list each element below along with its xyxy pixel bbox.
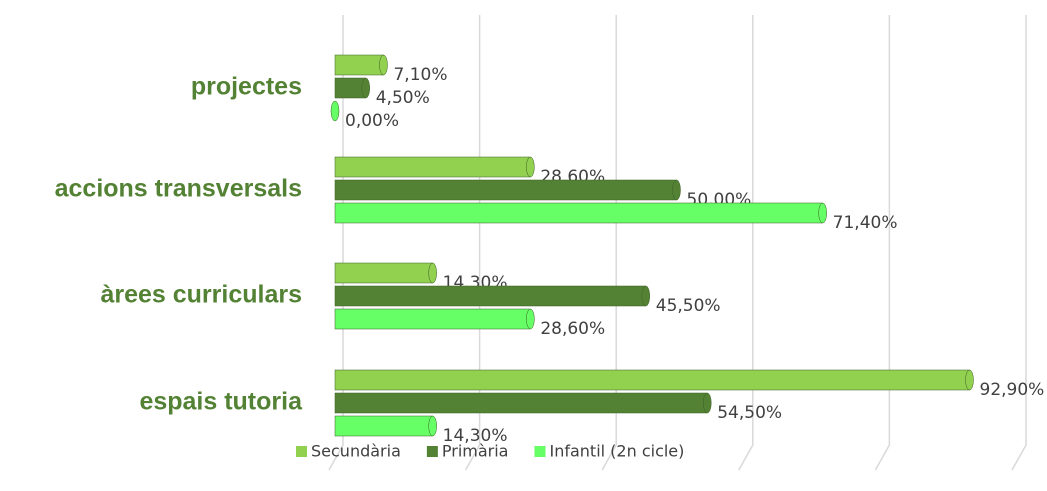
grid-line	[738, 15, 754, 471]
legend-swatch	[296, 446, 307, 457]
bar	[334, 54, 384, 76]
bar	[334, 392, 708, 414]
bar-cap	[428, 415, 437, 437]
bar	[334, 285, 647, 307]
bar-cap	[330, 100, 340, 122]
grid-line	[1011, 15, 1027, 471]
bar-cap	[526, 156, 535, 178]
value-label: 14,30%	[443, 426, 508, 446]
grid-line	[874, 15, 891, 471]
bar-cap	[428, 262, 437, 284]
bar-group	[330, 100, 340, 122]
grid-line	[601, 15, 617, 471]
category-label: accions transversals	[55, 175, 302, 203]
bar-group	[334, 202, 827, 224]
value-label: 45,50%	[656, 296, 721, 316]
bar-group	[334, 415, 437, 437]
value-label: 7,10%	[393, 65, 447, 85]
value-label: 28,60%	[540, 319, 605, 339]
bar	[334, 369, 970, 391]
bar-cap	[702, 392, 712, 414]
bar-group	[334, 285, 651, 307]
bar-group	[334, 369, 974, 391]
legend-label: Primària	[442, 442, 509, 461]
category-label: projectes	[191, 73, 302, 101]
bar	[334, 179, 677, 201]
bar	[334, 262, 433, 284]
bar	[334, 156, 531, 178]
bar-group	[334, 156, 535, 178]
bar	[334, 202, 823, 224]
bar-cap	[641, 285, 651, 307]
bar	[334, 415, 433, 437]
value-label: 4,50%	[376, 88, 430, 108]
value-label: 71,40%	[833, 213, 898, 233]
category-label: àrees curriculars	[100, 281, 302, 309]
bar-cap	[818, 202, 827, 224]
bar-group	[334, 308, 535, 330]
bar-group	[334, 54, 388, 76]
bar-group	[334, 77, 370, 99]
bar-cap	[361, 77, 370, 99]
bar	[334, 308, 531, 330]
bar	[334, 77, 366, 99]
bar-cap	[672, 179, 681, 201]
legend-swatch	[426, 446, 438, 457]
bar-group	[334, 179, 681, 201]
legend-label: Infantil (2n cicle)	[549, 442, 684, 461]
bar-cap	[379, 54, 388, 76]
legend-label: Secundària	[311, 442, 401, 461]
category-label: espais tutoria	[139, 388, 303, 416]
bar-cap	[965, 369, 974, 391]
bar-cap	[526, 308, 535, 330]
legend-swatch	[534, 446, 546, 457]
value-label: 54,50%	[717, 403, 782, 423]
value-label: 0,00%	[345, 111, 399, 131]
bar-group	[334, 262, 437, 284]
bar-group	[334, 392, 712, 414]
value-label: 92,90%	[980, 380, 1045, 400]
